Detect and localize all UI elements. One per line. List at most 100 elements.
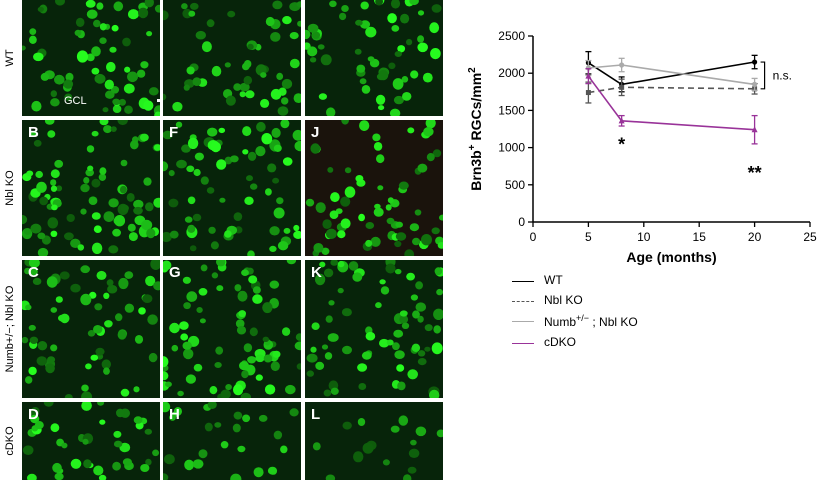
cell-nucleus (50, 307, 58, 313)
cell-nucleus (375, 0, 383, 6)
cell-nucleus (154, 111, 160, 116)
cell-nucleus (406, 38, 413, 46)
cell-nucleus (388, 62, 396, 70)
cell-nucleus (296, 1, 301, 8)
y-tick-label: 1000 (498, 141, 525, 155)
cell-nucleus (269, 226, 280, 236)
cell-nucleus (88, 196, 98, 205)
cell-nucleus (138, 7, 149, 19)
cell-nucleus (312, 442, 321, 451)
legend-swatch (512, 301, 534, 302)
cell-nucleus (134, 335, 144, 344)
panel-letter-label: H (169, 406, 180, 423)
cell-nucleus (50, 169, 60, 179)
cell-nucleus (220, 389, 231, 398)
cell-nucleus (296, 363, 301, 370)
cell-nucleus (110, 126, 117, 132)
significance-bracket (760, 61, 766, 90)
y-tick-label: 1500 (498, 103, 525, 117)
cell-nucleus (436, 288, 443, 296)
cell-nucleus (123, 83, 135, 94)
cell-nucleus (415, 426, 427, 437)
cell-nucleus (415, 281, 423, 290)
cell-nucleus (163, 371, 169, 381)
data-point (752, 59, 758, 65)
cell-nucleus (124, 271, 134, 279)
cell-nucleus (270, 361, 280, 372)
cell-nucleus (185, 374, 196, 384)
cell-nucleus (142, 294, 153, 303)
cell-nucleus (391, 25, 400, 32)
cell-nucleus (431, 4, 442, 13)
cell-nucleus (354, 48, 362, 55)
cell-nucleus (133, 206, 143, 215)
cell-nucleus (47, 217, 59, 229)
cell-nucleus (45, 363, 55, 374)
cell-nucleus (26, 170, 34, 177)
cell-nucleus (186, 291, 198, 302)
cell-nucleus (118, 98, 126, 106)
micrograph-panel: GCL (22, 0, 160, 116)
micrograph-panel: K (305, 260, 443, 398)
cell-nucleus (355, 19, 363, 26)
cell-nucleus (55, 296, 63, 303)
cell-nucleus (398, 181, 409, 190)
cell-nucleus (417, 315, 424, 323)
cell-nucleus (426, 153, 435, 162)
cell-nucleus (182, 341, 192, 350)
cell-nucleus (106, 61, 116, 73)
legend-swatch (512, 321, 534, 322)
y-tick-label: 500 (505, 178, 525, 192)
cell-nucleus (183, 348, 194, 360)
cell-nucleus (358, 213, 365, 222)
cell-nucleus (81, 402, 92, 411)
cell-nucleus (98, 474, 107, 480)
y-tick-label: 2500 (498, 29, 525, 43)
cell-nucleus (397, 45, 406, 53)
cell-nucleus (85, 168, 94, 177)
cell-nucleus (353, 451, 364, 463)
cell-nucleus (37, 6, 44, 12)
cell-nucleus (204, 422, 213, 432)
cell-nucleus (33, 139, 42, 147)
cell-nucleus (164, 454, 175, 465)
cell-nucleus (35, 170, 43, 179)
cell-nucleus (341, 5, 349, 12)
x-tick-label: 15 (693, 230, 707, 244)
cell-nucleus (215, 346, 224, 355)
cell-nucleus (378, 105, 385, 111)
cell-nucleus (115, 313, 123, 322)
cell-nucleus (255, 354, 265, 363)
cell-nucleus (66, 214, 75, 222)
cell-nucleus (348, 261, 359, 271)
cell-nucleus (146, 228, 156, 239)
cell-nucleus (327, 167, 334, 173)
cell-nucleus (394, 51, 402, 57)
cell-nucleus (128, 232, 138, 242)
data-point (619, 62, 625, 68)
cell-nucleus (128, 9, 139, 20)
micrograph-panel: L (305, 402, 443, 480)
cell-nucleus (91, 178, 101, 188)
x-axis-label: Age (months) (626, 249, 716, 265)
cell-nucleus (342, 345, 352, 355)
cell-nucleus (148, 87, 159, 96)
cell-nucleus (175, 121, 183, 128)
cell-nucleus (307, 46, 318, 57)
cell-nucleus (180, 333, 189, 341)
cell-nucleus (37, 247, 49, 256)
micrograph-panel: J (305, 120, 443, 256)
cell-nucleus (103, 367, 110, 375)
cell-nucleus (76, 50, 89, 63)
cell-nucleus (165, 381, 172, 388)
cell-nucleus (411, 343, 421, 352)
cell-nucleus (144, 428, 152, 435)
cell-nucleus (273, 207, 285, 219)
cell-nucleus (96, 270, 107, 280)
cell-nucleus (271, 127, 281, 138)
cell-nucleus (395, 221, 403, 228)
scale-bar (157, 99, 160, 102)
cell-nucleus (106, 279, 114, 287)
cell-nucleus (410, 439, 417, 446)
cell-nucleus (357, 363, 368, 372)
